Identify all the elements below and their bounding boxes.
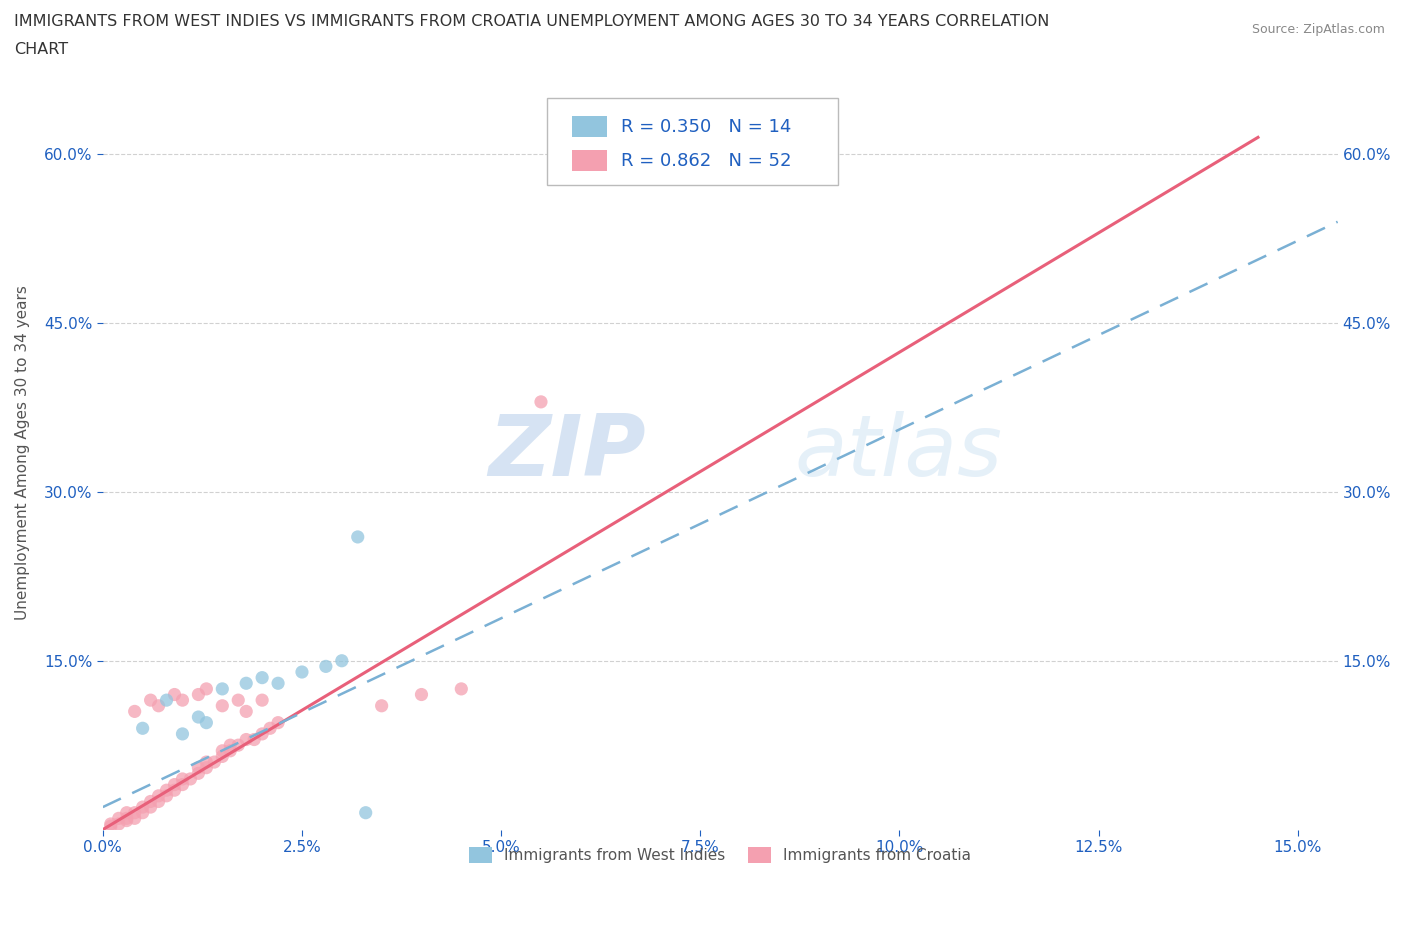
- Point: [211, 682, 233, 697]
- Point: [226, 693, 249, 708]
- Point: [211, 698, 233, 713]
- Point: [219, 737, 242, 752]
- Point: [131, 800, 153, 815]
- Point: [315, 659, 337, 674]
- Point: [107, 811, 129, 826]
- Point: [139, 800, 162, 815]
- Text: ZIP: ZIP: [488, 411, 647, 494]
- Point: [172, 726, 194, 741]
- Point: [267, 676, 290, 691]
- Point: [100, 817, 122, 831]
- Point: [115, 811, 138, 826]
- Point: [226, 737, 249, 752]
- Point: [139, 794, 162, 809]
- Point: [172, 777, 194, 792]
- Point: [250, 671, 273, 685]
- Point: [291, 665, 314, 680]
- Point: [330, 653, 353, 668]
- Point: [124, 704, 146, 719]
- Point: [107, 817, 129, 831]
- Point: [172, 693, 194, 708]
- Point: [148, 794, 170, 809]
- Point: [267, 715, 290, 730]
- Text: atlas: atlas: [794, 411, 1002, 494]
- Y-axis label: Unemployment Among Ages 30 to 34 years: Unemployment Among Ages 30 to 34 years: [15, 286, 30, 620]
- Point: [259, 721, 281, 736]
- Point: [411, 687, 433, 702]
- Point: [155, 789, 177, 804]
- Legend: Immigrants from West Indies, Immigrants from Croatia: Immigrants from West Indies, Immigrants …: [461, 840, 979, 871]
- Point: [195, 715, 218, 730]
- Point: [243, 732, 266, 747]
- Point: [211, 749, 233, 764]
- Point: [139, 693, 162, 708]
- Point: [131, 805, 153, 820]
- Point: [148, 789, 170, 804]
- Bar: [572, 150, 606, 171]
- Point: [155, 783, 177, 798]
- Point: [219, 743, 242, 758]
- Point: [211, 743, 233, 758]
- Point: [235, 704, 257, 719]
- Point: [235, 676, 257, 691]
- Point: [202, 754, 225, 769]
- Point: [370, 698, 392, 713]
- Point: [250, 693, 273, 708]
- Point: [187, 710, 209, 724]
- Point: [235, 732, 257, 747]
- Text: Source: ZipAtlas.com: Source: ZipAtlas.com: [1251, 23, 1385, 36]
- Point: [195, 760, 218, 775]
- Text: R = 0.350   N = 14: R = 0.350 N = 14: [621, 118, 792, 136]
- Point: [131, 721, 153, 736]
- Point: [124, 811, 146, 826]
- Point: [155, 693, 177, 708]
- Point: [115, 805, 138, 820]
- Point: [148, 698, 170, 713]
- Point: [346, 529, 368, 544]
- Point: [450, 682, 472, 697]
- Point: [163, 687, 186, 702]
- Point: [163, 783, 186, 798]
- Bar: [572, 116, 606, 138]
- Point: [354, 805, 377, 820]
- Point: [172, 772, 194, 787]
- Point: [187, 760, 209, 775]
- Text: R = 0.862   N = 52: R = 0.862 N = 52: [621, 152, 792, 169]
- Point: [530, 394, 553, 409]
- Point: [163, 777, 186, 792]
- Text: CHART: CHART: [14, 42, 67, 57]
- Point: [124, 805, 146, 820]
- Point: [187, 766, 209, 781]
- FancyBboxPatch shape: [547, 98, 838, 185]
- Point: [195, 682, 218, 697]
- Point: [250, 726, 273, 741]
- Text: IMMIGRANTS FROM WEST INDIES VS IMMIGRANTS FROM CROATIA UNEMPLOYMENT AMONG AGES 3: IMMIGRANTS FROM WEST INDIES VS IMMIGRANT…: [14, 14, 1049, 29]
- Point: [187, 687, 209, 702]
- Point: [195, 754, 218, 769]
- Point: [179, 772, 201, 787]
- Point: [100, 818, 122, 833]
- Point: [115, 813, 138, 828]
